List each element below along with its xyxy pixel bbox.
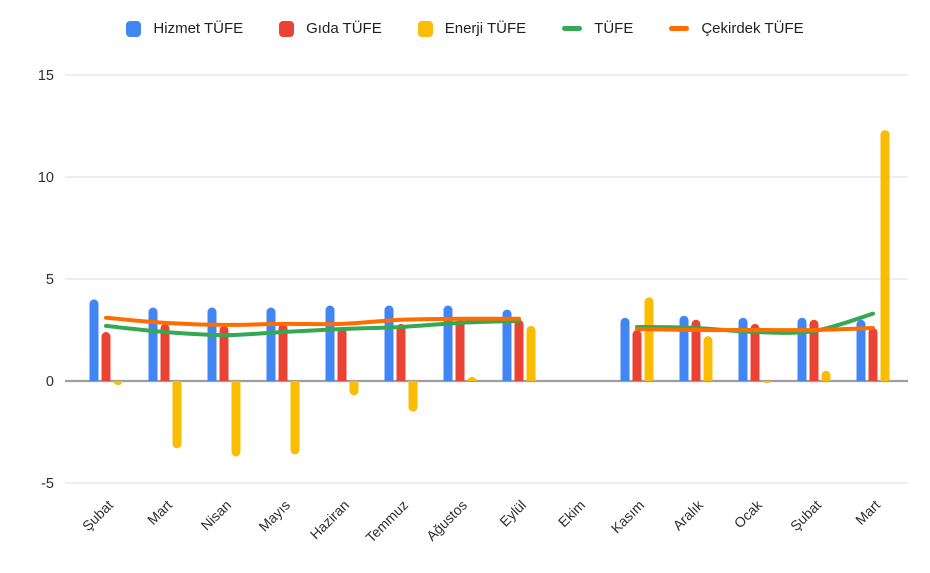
legend-label-hizmet-tufe: Hizmet TÜFE: [153, 20, 244, 37]
legend-label-tufe: TÜFE: [594, 20, 634, 37]
legend-label-gida-tufe: Gıda TÜFE: [306, 20, 382, 37]
y-axis-labels: -5 0 5 10 15: [38, 68, 54, 492]
bar-enerji-tüfe-7: [526, 325, 536, 381]
line-series-0: [104, 311, 875, 338]
x-tick-label-3: Mayıs: [255, 497, 293, 535]
legend-label-cekirdek-tufe: Çekirdek TÜFE: [701, 20, 804, 37]
bar-gıda-tüfe-0: [101, 332, 111, 381]
bar-hizmet-tüfe-6: [443, 305, 453, 381]
bar-hizmet-tüfe-2: [207, 307, 217, 381]
bar-series-2: [113, 130, 890, 457]
bar-enerji-tüfe-4: [349, 381, 359, 396]
x-tick-label-7: Eylül: [496, 497, 529, 530]
bar-enerji-tüfe-6: [467, 376, 477, 381]
bar-enerji-tüfe-1: [172, 381, 182, 449]
bar-hizmet-tüfe-7: [502, 309, 512, 381]
bar-enerji-tüfe-11: [762, 381, 772, 384]
bar-hizmet-tüfe-12: [797, 317, 807, 381]
bar-gıda-tüfe-2: [219, 325, 229, 381]
legend-item-enerji-tufe[interactable]: Enerji TÜFE: [417, 20, 527, 37]
bar-gıda-tüfe-7: [514, 319, 524, 381]
y-tick-label: -5: [41, 476, 54, 492]
x-tick-label-2: Nisan: [197, 497, 234, 534]
bar-gıda-tüfe-6: [455, 319, 465, 381]
legend-item-cekirdek-tufe[interactable]: Çekirdek TÜFE: [669, 20, 804, 37]
bar-hizmet-tüfe-0: [89, 299, 99, 381]
bar-enerji-tüfe-2: [231, 381, 241, 457]
bar-gıda-tüfe-11: [750, 323, 760, 381]
y-tick-label: 10: [38, 170, 54, 186]
line-çekirdek-tüfe: [635, 325, 875, 333]
bar-hizmet-tüfe-9: [620, 317, 630, 381]
legend-item-hizmet-tufe[interactable]: Hizmet TÜFE: [126, 20, 243, 37]
legend-swatch-gida-tufe-icon: [279, 20, 295, 37]
bar-enerji-tüfe-9: [644, 297, 654, 381]
y-tick-label: 15: [38, 68, 54, 84]
bar-enerji-tüfe-5: [408, 381, 418, 412]
x-tick-label-1: Mart: [144, 497, 175, 528]
bar-gıda-tüfe-1: [160, 323, 170, 381]
legend-item-gida-tufe[interactable]: Gıda TÜFE: [279, 20, 382, 37]
bar-gıda-tüfe-9: [632, 330, 642, 381]
x-tick-label-0: Şubat: [79, 497, 116, 534]
x-tick-label-5: Temmuz: [362, 497, 411, 546]
bar-hizmet-tüfe-5: [384, 305, 394, 381]
bar-enerji-tüfe-13: [880, 130, 890, 381]
line-tüfe: [104, 318, 521, 338]
bar-series-1: [101, 319, 878, 381]
legend-item-tufe[interactable]: TÜFE: [562, 20, 633, 37]
line-tüfe: [635, 311, 875, 335]
x-tick-label-11: Ocak: [731, 496, 766, 531]
x-tick-label-10: Aralık: [669, 496, 706, 533]
x-tick-label-8: Ekim: [555, 497, 588, 530]
gridlines: [65, 74, 908, 484]
bar-gıda-tüfe-5: [396, 323, 406, 381]
bar-hizmet-tüfe-13: [856, 319, 866, 381]
bar-hizmet-tüfe-3: [266, 307, 276, 381]
x-tick-label-6: Ağustos: [423, 497, 470, 544]
bar-gıda-tüfe-4: [337, 327, 347, 381]
line-series-1: [104, 315, 875, 333]
bar-gıda-tüfe-12: [809, 319, 819, 381]
x-tick-label-13: Mart: [852, 497, 883, 528]
bar-gıda-tüfe-3: [278, 323, 288, 381]
x-axis-labels: Şubat Mart Nisan Mayıs Haziran Temmuz Ağustos E…: [79, 496, 883, 545]
bar-hizmet-tüfe-10: [679, 315, 689, 381]
legend-swatch-hizmet-tufe-icon: [126, 20, 142, 37]
bar-enerji-tüfe-0: [113, 381, 123, 386]
bar-hizmet-tüfe-11: [738, 317, 748, 381]
legend-line-cekirdek-tufe-icon: [669, 26, 690, 31]
y-tick-label: 5: [46, 272, 54, 288]
x-tick-label-4: Haziran: [307, 497, 352, 542]
legend-line-tufe-icon: [562, 26, 583, 31]
x-tick-label-9: Kasım: [608, 497, 647, 536]
chart-legend: Hizmet TÜFE Gıda TÜFE Enerji TÜFE TÜFE Ç…: [0, 20, 930, 37]
legend-swatch-enerji-tufe-icon: [417, 20, 433, 37]
bar-enerji-tüfe-12: [821, 370, 831, 381]
bar-enerji-tüfe-10: [703, 336, 713, 381]
bar-hizmet-tüfe-4: [325, 305, 335, 381]
x-tick-label-12: Şubat: [787, 497, 824, 534]
line-çekirdek-tüfe: [104, 315, 521, 327]
bar-enerji-tüfe-3: [290, 381, 300, 455]
bar-series-0: [89, 299, 866, 381]
bar-gıda-tüfe-13: [868, 327, 878, 381]
bar-hizmet-tüfe-1: [148, 307, 158, 381]
legend-label-enerji-tufe: Enerji TÜFE: [444, 20, 527, 37]
y-tick-label: 0: [46, 374, 54, 390]
bar-gıda-tüfe-10: [691, 319, 701, 381]
